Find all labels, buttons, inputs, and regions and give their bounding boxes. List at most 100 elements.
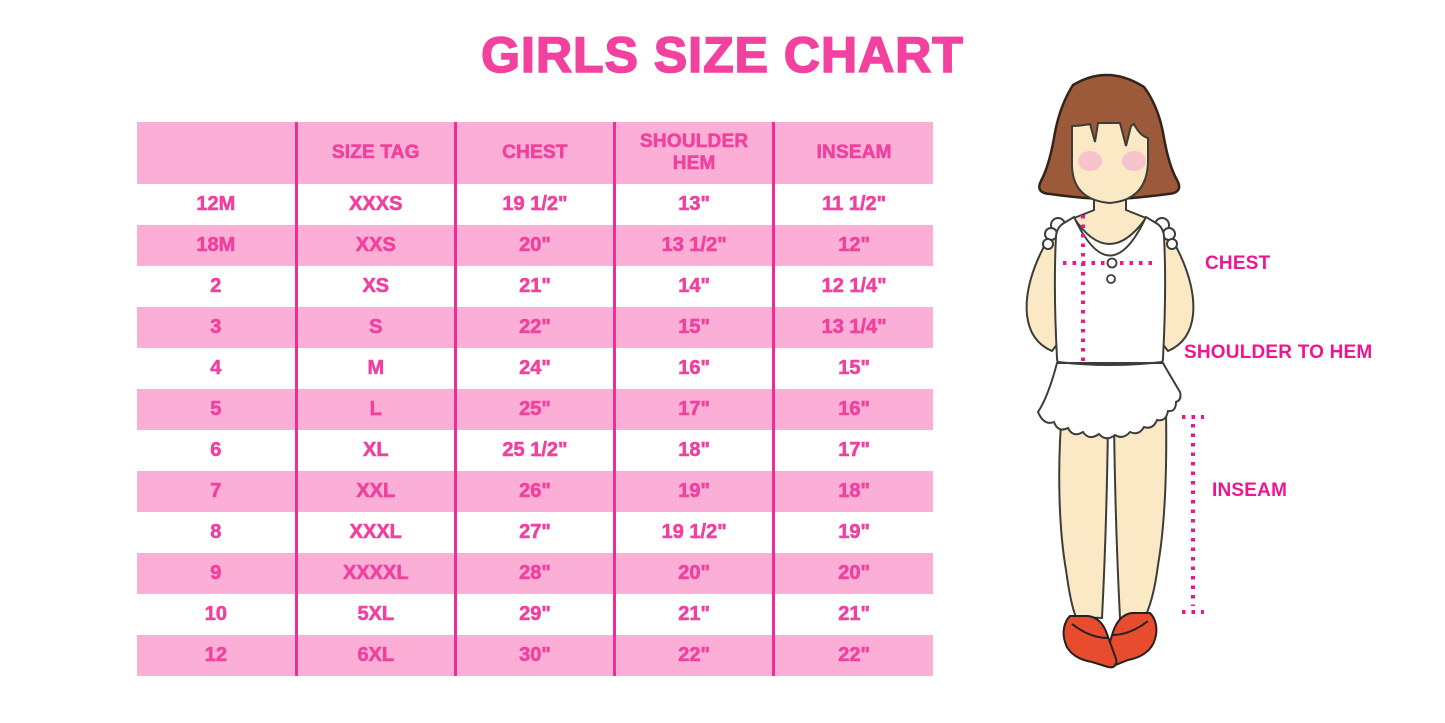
size-cell: 12M <box>137 184 297 225</box>
value-cell: 19" <box>613 471 774 512</box>
size-cell: 9 <box>137 553 297 594</box>
value-cell: 15" <box>613 307 774 348</box>
value-cell: 18" <box>613 430 774 471</box>
header-cell-chest: CHEST <box>453 122 615 184</box>
value-cell: 20" <box>613 553 774 594</box>
value-cell: 21" <box>772 594 933 635</box>
size-cell: 4 <box>137 348 297 389</box>
shirt-button <box>1106 274 1116 284</box>
size-cell: 8 <box>137 512 297 553</box>
value-cell: 20" <box>772 553 933 594</box>
value-cell: 22" <box>772 635 933 676</box>
value-cell: 16" <box>772 389 933 430</box>
value-cell: 19 1/2" <box>453 184 615 225</box>
waist-seam <box>1057 361 1163 366</box>
girl-illustration <box>1025 73 1204 669</box>
table-row: 12M XXXS 19 1/2" 13" 11 1/2" <box>137 184 933 225</box>
value-cell: 26" <box>453 471 615 512</box>
table-row: 8 XXXL 27" 19 1/2" 19" <box>137 512 933 553</box>
value-cell: 12" <box>772 225 933 266</box>
table-row: 10 5XL 29" 21" 21" <box>137 594 933 635</box>
neck-shape <box>1072 184 1148 245</box>
size-cell: 7 <box>137 471 297 512</box>
value-cell: XXL <box>294 471 456 512</box>
blush-left <box>1078 151 1102 171</box>
value-cell: 21" <box>453 266 615 307</box>
value-cell: 29" <box>453 594 615 635</box>
value-cell: 19 1/2" <box>613 512 774 553</box>
value-cell: 13" <box>613 184 774 225</box>
value-cell: 14" <box>613 266 774 307</box>
value-cell: 21" <box>613 594 774 635</box>
size-table-body: 12M XXXS 19 1/2" 13" 11 1/2" 18M XXS 20" 13 1/2"… <box>137 184 933 676</box>
value-cell: XXXXL <box>294 553 456 594</box>
table-row: 3 S 22" 15" 13 1/4" <box>137 307 933 348</box>
shoe-left <box>1062 615 1118 669</box>
value-cell: XXXS <box>294 184 456 225</box>
value-cell: 11 1/2" <box>772 184 933 225</box>
header-cell-shoulder-hem: SHOULDER HEM <box>613 122 774 184</box>
value-cell: 28" <box>453 553 615 594</box>
size-cell: 10 <box>137 594 297 635</box>
shoe-right-strap <box>1111 620 1149 636</box>
value-cell: 16" <box>613 348 774 389</box>
size-cell: 18M <box>137 225 297 266</box>
shoulder-to-hem-label: SHOULDER TO HEM <box>1184 342 1373 363</box>
girls-size-table: SIZE TAG CHEST SHOULDER HEM INSEAM 12M XX… <box>137 122 933 676</box>
page-title: GIRLS SIZE CHART <box>480 26 964 84</box>
size-cell: 5 <box>137 389 297 430</box>
value-cell: 25" <box>453 389 615 430</box>
header-cell-inseam: INSEAM <box>772 122 933 184</box>
skirt-peplum <box>1036 362 1182 440</box>
table-row: 5 L 25" 17" 16" <box>137 389 933 430</box>
value-cell: 17" <box>772 430 933 471</box>
leg-left <box>1058 408 1110 620</box>
leg-right <box>1112 408 1168 620</box>
value-cell: 13 1/2" <box>613 225 774 266</box>
table-row: 2 XS 21" 14" 12 1/4" <box>137 266 933 307</box>
value-cell: 22" <box>453 307 615 348</box>
value-cell: 19" <box>772 512 933 553</box>
size-cell: 12 <box>137 635 297 676</box>
table-row: 4 M 24" 16" 15" <box>137 348 933 389</box>
size-cell: 2 <box>137 266 297 307</box>
size-table-header: SIZE TAG CHEST SHOULDER HEM INSEAM <box>137 122 933 184</box>
header-cell-blank <box>137 122 297 184</box>
value-cell: 18" <box>772 471 933 512</box>
shirt-button <box>1106 257 1118 269</box>
value-cell: 15" <box>772 348 933 389</box>
value-cell: 12 1/4" <box>772 266 933 307</box>
value-cell: 6XL <box>294 635 456 676</box>
value-cell: 13 1/4" <box>772 307 933 348</box>
value-cell: 30" <box>453 635 615 676</box>
ruffle-right <box>1166 238 1178 250</box>
shoe-left-strap <box>1071 623 1109 639</box>
value-cell: XXS <box>294 225 456 266</box>
table-row: 7 XXL 26" 19" 18" <box>137 471 933 512</box>
blush-right <box>1122 151 1146 171</box>
value-cell: L <box>294 389 456 430</box>
table-row: 9 XXXXL 28" 20" 20" <box>137 553 933 594</box>
value-cell: 5XL <box>294 594 456 635</box>
size-cell: 6 <box>137 430 297 471</box>
value-cell: XL <box>294 430 456 471</box>
value-cell: M <box>294 348 456 389</box>
face-shape <box>1071 122 1149 205</box>
table-row: 6 XL 25 1/2" 18" 17" <box>137 430 933 471</box>
value-cell: XS <box>294 266 456 307</box>
value-cell: XXXL <box>294 512 456 553</box>
value-cell: S <box>294 307 456 348</box>
value-cell: 17" <box>613 389 774 430</box>
header-row: SIZE TAG CHEST SHOULDER HEM INSEAM <box>137 122 933 184</box>
value-cell: 27" <box>453 512 615 553</box>
table-row: 12 6XL 30" 22" 22" <box>137 635 933 676</box>
inseam-label: INSEAM <box>1212 480 1288 501</box>
value-cell: 25 1/2" <box>453 430 615 471</box>
value-cell: 20" <box>453 225 615 266</box>
table-row: 18M XXS 20" 13 1/2" 12" <box>137 225 933 266</box>
size-cell: 3 <box>137 307 297 348</box>
value-cell: 22" <box>613 635 774 676</box>
ruffle-left <box>1042 238 1054 250</box>
value-cell: 24" <box>453 348 615 389</box>
